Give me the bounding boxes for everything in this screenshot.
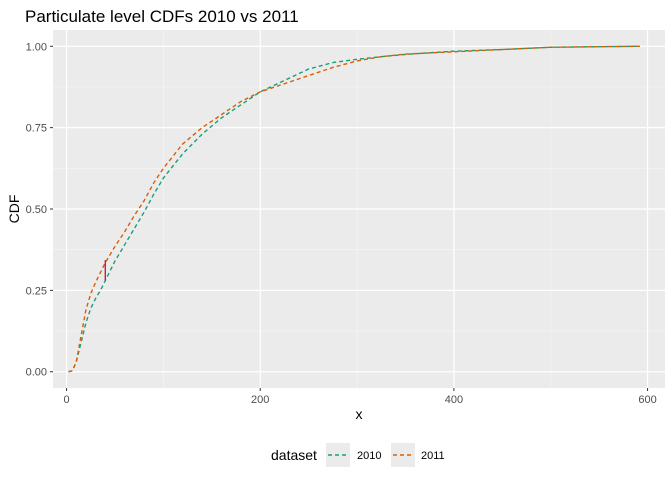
y-tick-label: 0.50 bbox=[26, 204, 47, 216]
x-tick-label: 0 bbox=[63, 394, 69, 406]
x-axis-title: x bbox=[356, 406, 363, 422]
legend-title: dataset bbox=[271, 447, 317, 463]
series-line-2011 bbox=[68, 45, 640, 373]
legend-label-2011: 2011 bbox=[421, 450, 445, 462]
chart-title: Particulate level CDFs 2010 vs 2011 bbox=[25, 7, 299, 26]
series-line-2010 bbox=[68, 45, 640, 373]
legend: dataset 2010 2011 bbox=[271, 443, 445, 467]
legend-item-2011: 2011 bbox=[391, 443, 445, 467]
y-axis-title: CDF bbox=[6, 195, 22, 224]
legend-item-2010: 2010 bbox=[326, 443, 381, 467]
tick-labels: 0 200 400 600 0.00 0.25 0.50 0.75 1.00 bbox=[26, 41, 657, 406]
legend-label-2010: 2010 bbox=[357, 450, 381, 462]
y-tick-label: 1.00 bbox=[26, 41, 47, 53]
y-tick-label: 0.25 bbox=[26, 285, 47, 297]
x-tick-label: 600 bbox=[638, 394, 656, 406]
tick-marks bbox=[50, 45, 649, 391]
x-tick-label: 400 bbox=[445, 394, 463, 406]
y-tick-label: 0.00 bbox=[26, 367, 47, 379]
x-tick-label: 200 bbox=[251, 394, 269, 406]
y-tick-label: 0.75 bbox=[26, 123, 47, 135]
series-layer bbox=[68, 45, 640, 373]
major-gridlines bbox=[53, 30, 665, 388]
